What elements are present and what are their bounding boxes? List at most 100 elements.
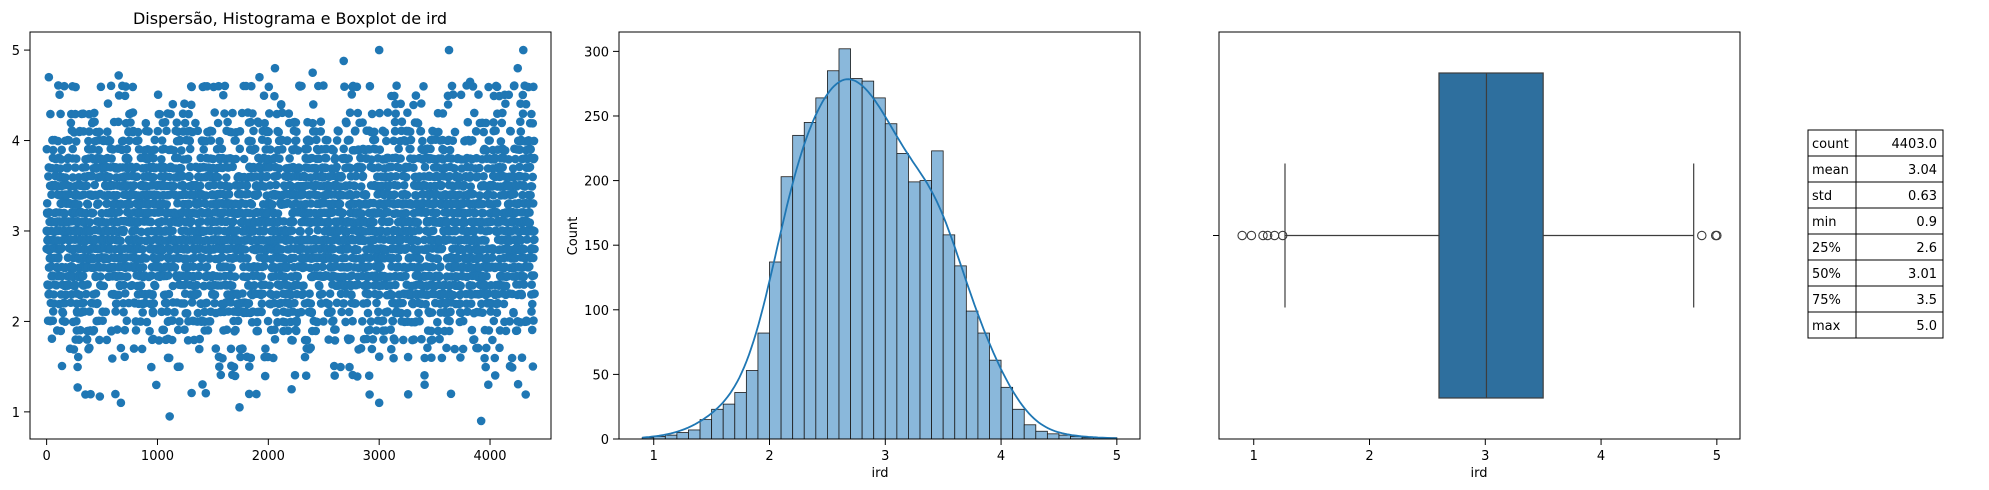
scatter-point [374,307,383,317]
scatter-point [239,154,249,164]
scatter-point [484,82,493,92]
scatter-point [230,371,240,381]
scatter-point [369,217,378,227]
scatter-point [133,127,143,137]
scatter-point [423,343,432,353]
scatter-point [183,154,193,164]
scatter-point [187,217,196,226]
scatter-point [236,352,245,362]
scatter-point [471,127,481,136]
scatter-point [450,127,460,137]
scatter-point [168,226,177,236]
scatter-point [47,190,56,199]
scatter-point [346,163,355,173]
scatter-point [339,144,349,154]
scatter-point [312,135,321,145]
scatter-point [213,118,223,128]
scatter-point [499,299,509,309]
scatter-point [525,162,535,172]
scatter-point [517,290,527,300]
scatter-point [353,372,362,381]
scatter-point [48,316,58,326]
scatter-point [257,272,267,281]
scatter-point [402,190,412,200]
scatter-point [226,298,236,307]
stats-value: 3.04 [1908,163,1937,178]
scatter-point [166,109,175,119]
scatter-point [378,316,388,326]
boxplot-outlier [1262,230,1273,241]
scatter-point [207,127,217,136]
scatter-point [118,136,128,146]
scatter-point [141,254,151,263]
scatter-point [474,90,483,99]
scatter-point [242,180,252,190]
scatter-point [222,325,232,335]
scatter-point [290,298,299,308]
stats-label: min [1812,215,1837,230]
scatter-point [150,135,160,145]
boxplot-outlier [1237,230,1247,241]
scatter-point [341,253,350,263]
scatter-point [318,262,327,272]
scatter-point [238,344,247,354]
scatter-point [530,244,539,254]
scatter-point [341,317,350,327]
scatter-point [437,180,446,190]
scatter-point [155,109,165,119]
scatter-point [126,118,135,127]
scatter-point [414,308,423,318]
scatter-point [406,135,416,145]
scatter-point [363,308,373,318]
scatter-point [129,181,139,190]
scatter-point [344,154,354,163]
scatter-point [111,307,120,316]
scatter-point [411,91,421,100]
scatter-point [121,82,130,91]
histogram-axes-frame [618,31,1141,440]
scatter-points [42,45,539,426]
scatter-point [396,154,405,163]
scatter-point [394,144,404,154]
scatter-point [120,352,129,362]
scatter-point [380,128,390,137]
scatter-point [433,317,442,327]
scatter-point [330,153,340,163]
histogram-bar [965,310,979,440]
scatter-point [170,263,180,272]
stats-value: 0.9 [1916,215,1937,230]
scatter-point [466,182,476,191]
scatter-point [390,190,399,199]
scatter-point [288,217,298,227]
scatter-point [413,119,423,128]
scatter-point [260,226,269,235]
scatter-point [442,343,451,353]
stats-label: 50% [1812,267,1841,282]
scatter-point [270,335,280,344]
scatter-point [335,199,345,209]
scatter-point [374,290,384,300]
scatter-point [224,190,234,199]
scatter-point [120,289,130,298]
scatter-point [273,171,282,181]
scatter-point [220,81,230,91]
scatter-point [479,172,488,181]
scatter-point [217,144,227,154]
scatter-point [481,118,491,128]
boxplot-x-tick-label: 2 [1365,449,1373,464]
histogram-bar [711,408,724,440]
scatter-point [243,254,252,263]
scatter-point [518,109,528,118]
scatter-point [266,145,275,154]
scatter-point [200,307,209,317]
scatter-point [290,253,299,263]
scatter-point [471,208,480,218]
stats-label-cell [1807,311,1857,339]
scatter-point [152,380,161,390]
scatter-point [428,335,437,345]
scatter-point [119,307,128,317]
scatter-point [414,226,424,235]
scatter-point [159,325,169,335]
scatter-point [517,353,527,363]
